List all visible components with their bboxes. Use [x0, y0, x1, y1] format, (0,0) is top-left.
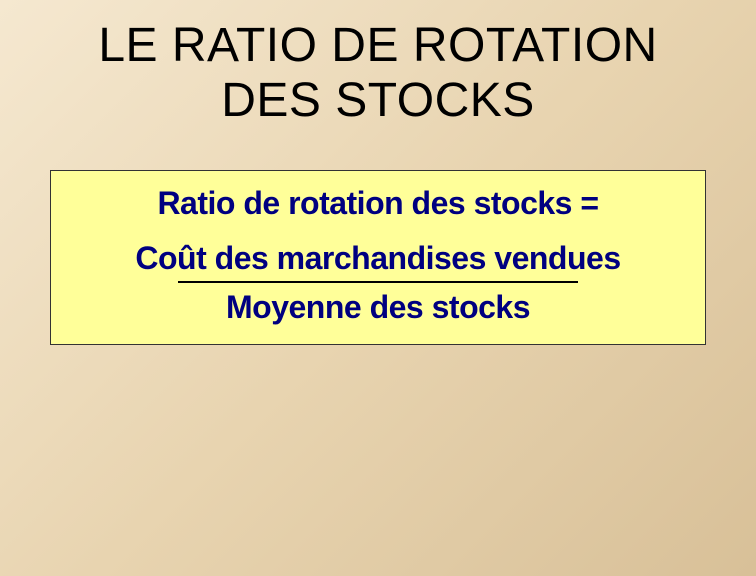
formula-box: Ratio de rotation des stocks = Coût des … — [50, 170, 706, 345]
formula-denominator: Moyenne des stocks — [71, 289, 685, 326]
fraction-divider — [178, 281, 578, 283]
title-line-1: LE RATIO DE ROTATION — [98, 19, 657, 72]
slide-title: LE RATIO DE ROTATION DES STOCKS — [0, 0, 756, 128]
formula-numerator: Coût des marchandises vendues — [71, 240, 685, 277]
title-line-2: DES STOCKS — [221, 74, 535, 127]
formula-definition: Ratio de rotation des stocks = — [71, 185, 685, 222]
